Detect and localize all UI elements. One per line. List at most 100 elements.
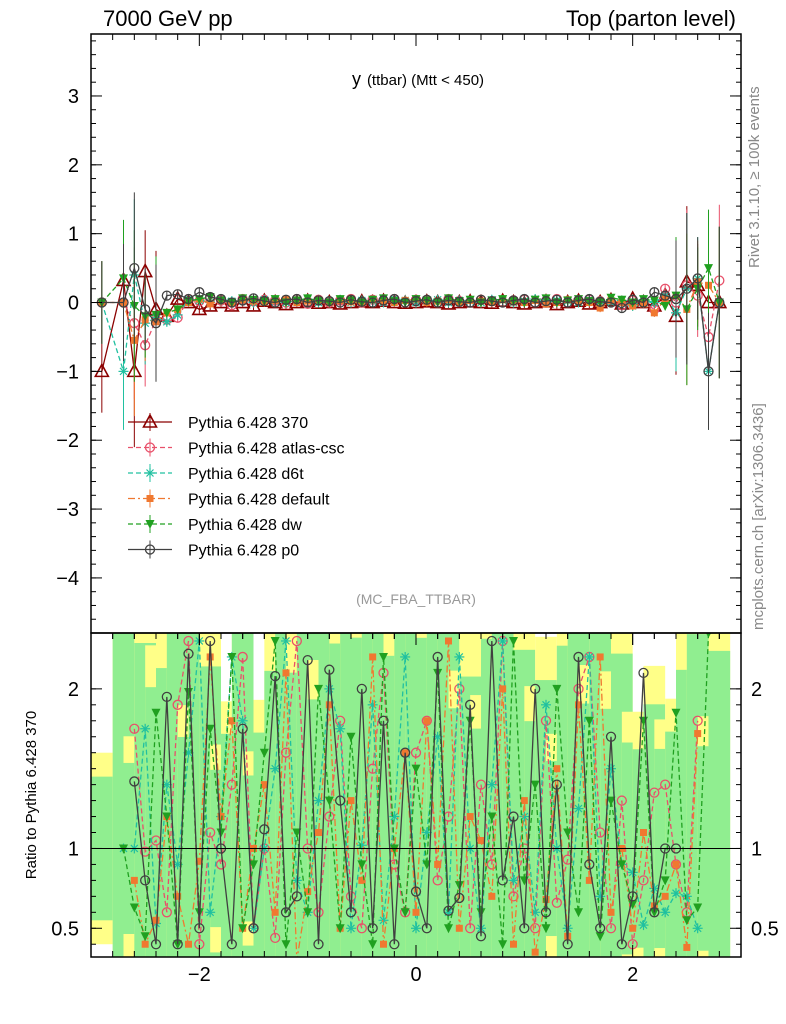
data-point (151, 708, 161, 718)
watermark: (MC_FBA_TTBAR) (356, 591, 476, 607)
data-point (140, 723, 151, 734)
data-point (562, 939, 573, 950)
data-point (291, 635, 302, 647)
data-point (150, 318, 162, 329)
data-point (161, 316, 172, 327)
data-point (380, 940, 387, 948)
data-point (541, 699, 551, 710)
data-point (335, 297, 346, 308)
data-point (367, 297, 378, 308)
data-point (606, 796, 616, 806)
data-point (595, 923, 606, 934)
data-point (205, 635, 216, 647)
data-point (194, 295, 204, 305)
data-point (259, 824, 270, 835)
data-point (509, 636, 518, 646)
data-point (238, 924, 248, 934)
data-point (237, 295, 248, 306)
y-tick-label: −4 (56, 568, 79, 590)
data-point (510, 940, 517, 948)
series-line (101, 274, 720, 372)
data-point (584, 859, 595, 870)
data-point (129, 903, 139, 913)
data-point (650, 309, 658, 317)
data-point (345, 907, 357, 918)
data-point (433, 668, 443, 678)
data-point (369, 653, 377, 661)
legend-label: Pythia 6.428 370 (188, 415, 308, 432)
data-point (595, 932, 605, 942)
data-point (584, 716, 594, 726)
data-point (605, 923, 617, 934)
data-point (465, 716, 475, 726)
data-point (140, 875, 151, 886)
data-point (531, 948, 539, 956)
data-point (660, 907, 671, 918)
data-point (280, 294, 292, 305)
data-point (606, 763, 616, 774)
data-point (573, 683, 584, 695)
legend-label: Pythia 6.428 default (188, 492, 330, 509)
data-point (314, 684, 323, 694)
data-point (206, 300, 214, 308)
data-point (649, 908, 659, 918)
series-line (133, 640, 676, 945)
data-point (356, 683, 367, 695)
data-point (692, 715, 703, 726)
x-tick-label: 2 (627, 964, 638, 986)
data-point (205, 827, 216, 838)
data-point (161, 290, 172, 301)
ratio-band-green (708, 650, 731, 957)
y-tick-label: −2 (56, 430, 79, 452)
data-point (313, 295, 324, 306)
data-point (215, 859, 227, 870)
data-point (692, 923, 703, 934)
data-point (434, 860, 442, 868)
data-point (671, 888, 681, 899)
data-point (605, 731, 617, 742)
data-point (217, 813, 225, 821)
data-point (345, 294, 357, 305)
collision-label: 7000 GeV pp (103, 6, 233, 31)
data-point (660, 779, 671, 790)
y-tick-label: −1 (56, 361, 79, 383)
data-point (486, 779, 497, 790)
data-point (454, 892, 465, 904)
data-point (173, 305, 183, 315)
data-point (670, 293, 682, 305)
data-point (412, 908, 420, 916)
data-point (302, 297, 313, 308)
data-point (488, 892, 496, 900)
data-point (173, 940, 183, 950)
data-point (270, 763, 281, 774)
data-point (237, 651, 248, 663)
data-point (466, 813, 474, 821)
data-point (292, 828, 302, 838)
data-point (303, 908, 313, 918)
data-point (540, 907, 552, 918)
data-point (584, 651, 595, 662)
legend-item: Pythia 6.428 d6t (128, 464, 304, 483)
data-point (411, 764, 421, 774)
data-point (129, 723, 140, 734)
data-point (248, 293, 259, 304)
data-point (130, 876, 138, 884)
data-point (432, 297, 443, 308)
data-point (486, 635, 497, 647)
data-point (508, 811, 519, 822)
legend-label: Pythia 6.428 atlas-csc (188, 441, 345, 458)
data-point (454, 296, 465, 307)
data-point (400, 651, 411, 662)
data-point (248, 923, 259, 934)
data-point (573, 651, 584, 663)
data-point (444, 924, 453, 934)
ratio-y-tick-label-right: 1 (751, 838, 762, 860)
data-point (627, 294, 638, 305)
data-point (530, 780, 540, 790)
data-point (291, 875, 302, 886)
legend: Pythia 6.428 370 Pythia 6.428 atlas-csc Py… (128, 413, 345, 560)
data-point (693, 903, 703, 913)
data-point (551, 294, 562, 305)
y-tick-label: 2 (68, 155, 79, 177)
data-point (607, 908, 615, 916)
